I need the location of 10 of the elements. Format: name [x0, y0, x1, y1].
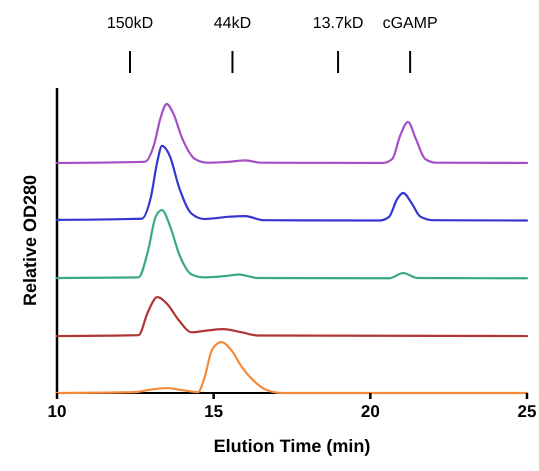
x-tick-label: 10 — [48, 402, 66, 421]
ref-line-label: 13.7kD — [312, 15, 364, 32]
ref-line-label: 150kD — [106, 15, 154, 32]
x-axis-title: Elution Time (min) — [214, 436, 370, 456]
x-tick-label: 20 — [360, 402, 380, 421]
y-axis-title: Relative OD280 — [20, 174, 40, 306]
ref-line-label: 44kD — [214, 15, 252, 32]
x-tick-label: 25 — [518, 402, 536, 421]
ref-line-label: cGAMP — [382, 15, 438, 32]
x-tick-label: 15 — [204, 402, 224, 421]
